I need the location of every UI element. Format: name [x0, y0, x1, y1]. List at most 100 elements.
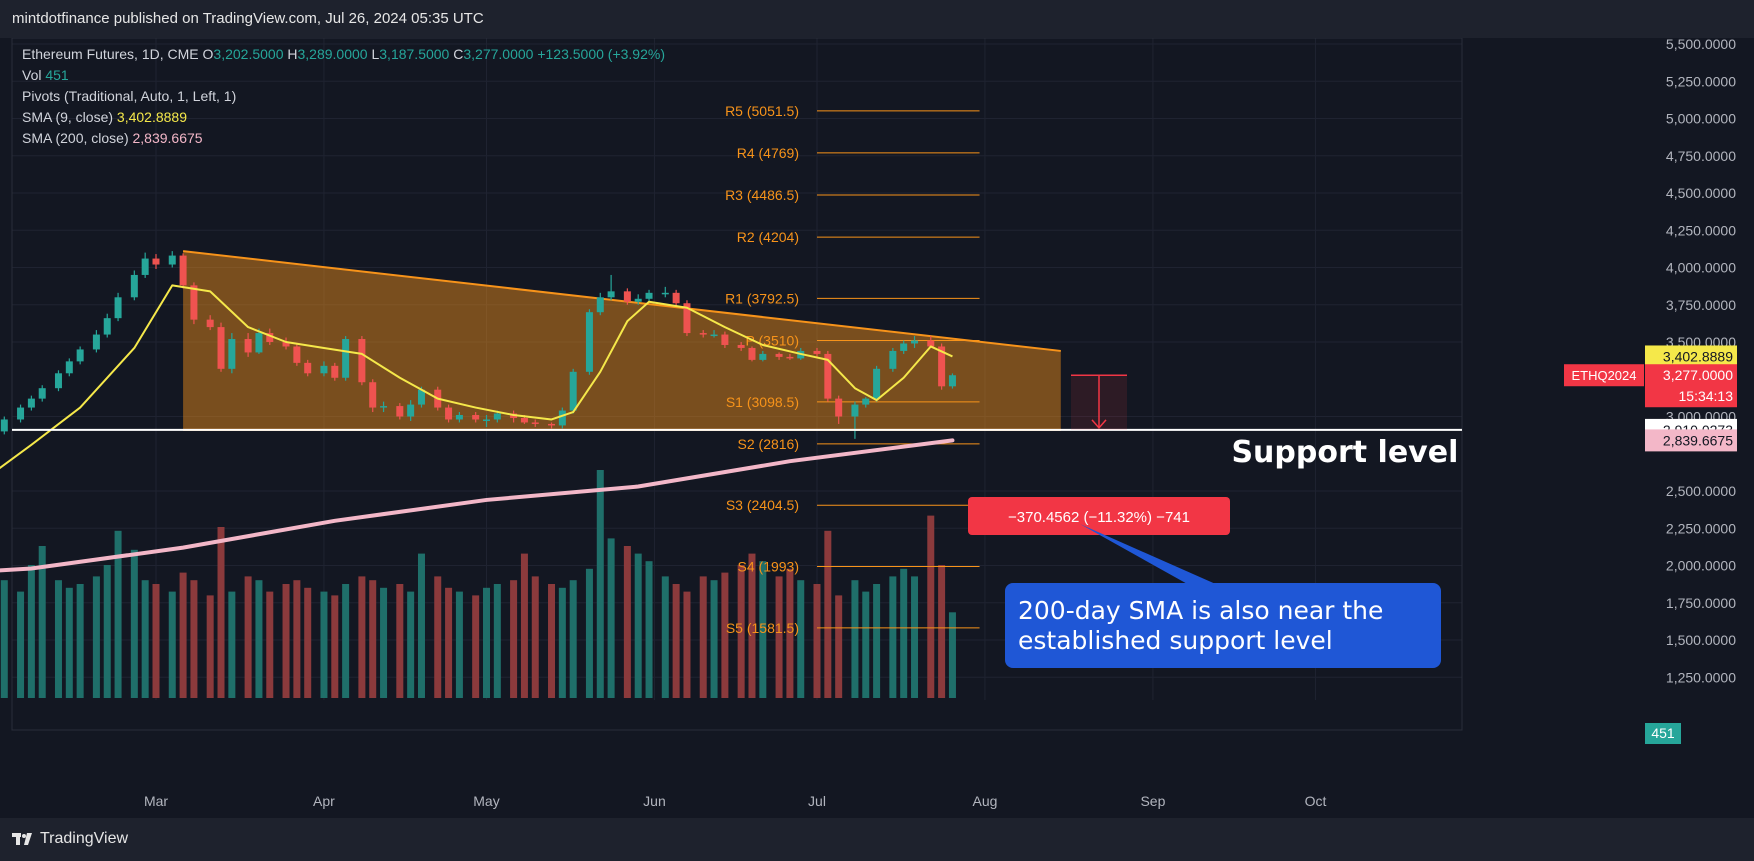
- time-tick-label: Jun: [643, 793, 666, 809]
- volume-bar: [938, 565, 946, 698]
- candle-body: [596, 297, 604, 313]
- volume-bar: [130, 549, 138, 698]
- candle-body: [76, 349, 84, 362]
- price-tick-label: 4,750.0000: [1666, 148, 1736, 164]
- price-tag-bg: [1645, 429, 1737, 452]
- candle-body: [748, 347, 756, 360]
- volume-bar: [244, 576, 252, 698]
- volume-bar: [358, 576, 366, 698]
- candle-body: [179, 255, 187, 286]
- volume-bar: [623, 546, 631, 698]
- volume-bar: [927, 515, 935, 698]
- last-price-tag-bg: [1645, 364, 1737, 408]
- sma9-value: 3,402.8889: [116, 109, 187, 125]
- volume-bar: [114, 530, 122, 698]
- volume-bar: [255, 580, 263, 698]
- legend-sma200-row: SMA (200, close) 2,839.6675: [22, 128, 665, 149]
- candles: [0, 251, 956, 439]
- candle-body: [483, 419, 490, 421]
- volume-bar: [455, 591, 463, 698]
- volume-bar: [407, 591, 415, 698]
- candle-body: [38, 388, 46, 399]
- volume-bar: [17, 591, 25, 698]
- candle-body: [130, 274, 138, 298]
- volume-bar: [900, 568, 908, 698]
- tradingview-brand[interactable]: TradingView: [12, 830, 128, 848]
- volume-bar: [65, 587, 73, 698]
- volume-bar: [683, 591, 691, 698]
- change-value: +123.5000 (+3.92%): [537, 46, 665, 62]
- candle-body: [938, 346, 946, 387]
- volume-bar: [369, 580, 377, 698]
- candle-body: [54, 373, 62, 389]
- candle-body: [813, 350, 821, 354]
- volume-bar: [948, 612, 956, 698]
- pivot-label: R4 (4769): [737, 145, 799, 161]
- candle-body: [699, 333, 707, 335]
- candle-body: [607, 291, 615, 298]
- volume-bar: [152, 584, 160, 698]
- volume-bar: [217, 527, 225, 698]
- volume-bar: [634, 553, 642, 698]
- candle-body: [900, 343, 908, 351]
- volume-bar: [824, 530, 832, 698]
- time-tick-label: May: [473, 793, 499, 809]
- symbol-tag-bg: [1564, 364, 1644, 387]
- time-tick-label: Oct: [1305, 793, 1327, 809]
- candle-body: [417, 389, 425, 405]
- candle-body: [217, 327, 225, 369]
- candle-body: [520, 417, 528, 423]
- volume-bar: [786, 568, 794, 698]
- candle-body: [759, 353, 767, 360]
- volume-bar: [304, 587, 312, 698]
- candle-body: [92, 334, 100, 350]
- volume-bar: [510, 580, 518, 698]
- sma200-path: [0, 438, 955, 573]
- close-value: 3,277.0000: [463, 46, 534, 62]
- price-tick-label: 2,000.0000: [1666, 558, 1736, 574]
- volume-bar: [266, 591, 274, 698]
- bottom-bar: TradingView: [0, 818, 1754, 861]
- pivot-label: S1 (3098.5): [726, 394, 799, 410]
- volume-bar: [797, 580, 805, 698]
- volume-bar: [607, 538, 615, 698]
- candle-body: [282, 342, 290, 347]
- pivot-label: R2 (4204): [737, 229, 799, 245]
- candle-body: [152, 258, 160, 265]
- candle-body: [775, 353, 783, 357]
- volume-bar: [737, 565, 745, 698]
- volume-bar: [661, 576, 669, 698]
- candle-body: [190, 285, 198, 320]
- volume-bar: [710, 580, 718, 698]
- pivot-label: S3 (2404.5): [726, 497, 799, 513]
- volume-bar: [472, 595, 480, 698]
- volume-bar: [699, 576, 707, 698]
- low-label: L: [371, 46, 380, 62]
- volume-bar: [911, 576, 919, 698]
- candle-body: [634, 298, 642, 302]
- volume-bar: [293, 580, 301, 698]
- candle-body: [661, 292, 669, 295]
- callout-line-2: established support level: [1018, 626, 1333, 655]
- volume-bar: [92, 576, 100, 698]
- volume-bar: [585, 568, 593, 698]
- pivot-label: S5 (1581.5): [726, 620, 799, 636]
- volume-bar: [103, 565, 111, 698]
- candle-body: [645, 292, 653, 299]
- volume-bar: [141, 580, 149, 698]
- candle-body: [873, 368, 881, 399]
- volume-bar: [889, 576, 897, 698]
- legend-pivots-row: Pivots (Traditional, Auto, 1, Left, 1): [22, 86, 665, 107]
- volume-bar: [179, 572, 187, 698]
- chart-canvas[interactable]: R5 (5051.5) R4 (4769) R3 (4486.5) R2 (4204)…: [0, 38, 1754, 818]
- sma9-line: [0, 284, 953, 470]
- candle-body: [320, 365, 328, 374]
- candle-body: [835, 398, 843, 417]
- candle-body: [623, 291, 631, 302]
- candle-body: [369, 382, 377, 408]
- volume-bar: [434, 576, 442, 698]
- price-tag-bg: [1645, 345, 1737, 368]
- volume-bar: [813, 584, 821, 698]
- candle-body: [889, 350, 897, 369]
- volume-bar: [417, 553, 425, 698]
